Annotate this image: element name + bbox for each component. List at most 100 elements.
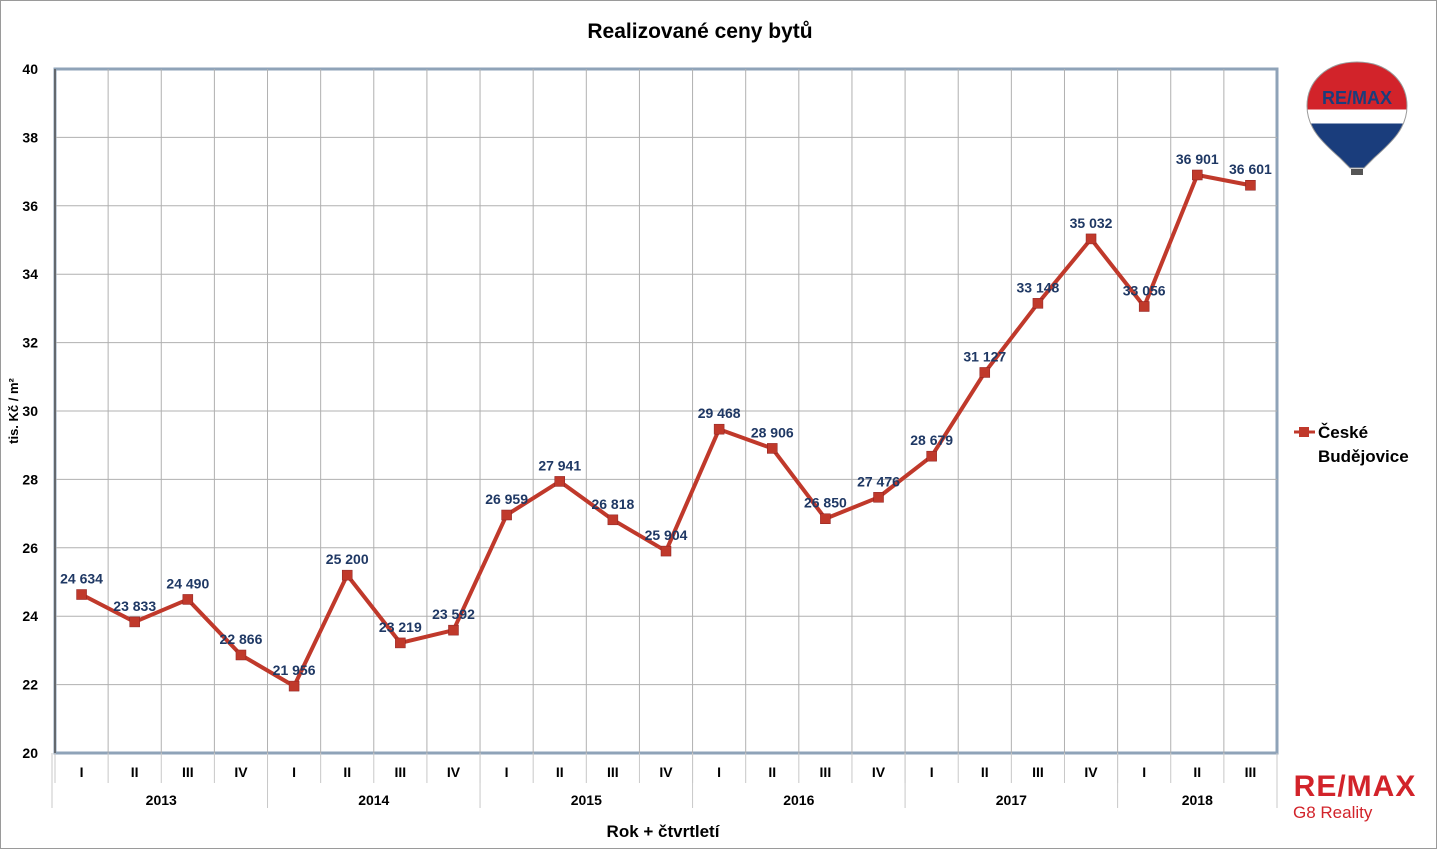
brand-subtext: G8 Reality [1293,803,1373,822]
data-point [1138,301,1150,312]
brand-logo-text: RE/MAX [1294,770,1417,803]
data-point [341,569,353,581]
x-tick-label-quarter: III [607,764,619,780]
chart-title: Realizované ceny bytů [587,20,812,43]
data-label: 26 959 [485,491,528,507]
data-point [1192,169,1203,181]
data-point [820,513,831,524]
series-group: 24 634 23 833 24 490 22 866 21 956 25 200 23 2… [60,151,1272,692]
x-tick-label-year: 2017 [996,792,1027,808]
x-tick-label-year: 2013 [146,792,177,808]
x-tick-label-year: 2016 [783,792,814,808]
x-tick-label-quarter: I [80,764,84,780]
data-point [607,514,619,526]
x-tick-label-quarter: IV [1084,764,1098,780]
data-point [129,616,140,628]
x-tick-label-year: 2014 [358,792,389,808]
data-point [926,450,937,462]
x-tick-label-quarter: IV [447,764,461,780]
x-axis-title: Rok + čtvrtletí [607,822,721,841]
data-point [448,624,459,636]
data-point [767,443,778,454]
legend-marker [1299,427,1309,437]
y-tick-label: 34 [22,266,38,282]
legend-label-line1: České [1318,423,1368,442]
data-point [1245,179,1256,191]
x-tick-label-quarter: III [1032,764,1044,780]
data-label: 36 601 [1229,161,1272,177]
x-tick-label-quarter: IV [234,764,248,780]
x-tick-label-quarter: II [768,764,776,780]
data-label: 28 906 [751,424,794,440]
data-label: 23 833 [113,598,156,614]
data-label: 24 634 [60,571,103,587]
data-point [235,649,247,661]
data-label: 36 901 [1176,151,1219,167]
data-label: 27 476 [857,473,900,489]
x-tick-label-quarter: IV [872,764,886,780]
data-label: 23 219 [379,619,422,635]
data-point [979,367,991,378]
x-tick-label-quarter: IV [659,764,673,780]
data-label: 35 032 [1070,215,1113,231]
x-tick-label-quarter: III [1245,764,1257,780]
y-tick-label: 40 [22,61,38,77]
x-tick-label-quarter: I [505,764,509,780]
data-label: 27 941 [538,457,581,473]
x-tick-label-year: 2015 [571,792,602,808]
data-point [713,423,725,435]
y-tick-label: 38 [22,129,38,145]
x-tick-label-quarter: II [343,764,351,780]
balloon-icon [1306,61,1408,169]
y-tick-label: 30 [22,403,38,419]
x-tick-label-quarter: III [182,764,194,780]
x-tick-label-quarter: III [395,764,407,780]
data-label: 23 592 [432,606,475,622]
data-point [1085,233,1097,245]
legend: České Budějovice [1294,423,1409,466]
y-tick-label: 26 [22,540,38,556]
data-label: 25 200 [326,551,369,567]
x-tick-label-quarter: II [131,764,139,780]
x-tick-label-quarter: I [930,764,934,780]
balloon-text: RE/MAX [1322,88,1392,108]
y-axis: 20 22 24 26 28 30 32 34 36 38 40 [22,61,56,761]
data-point [873,492,884,503]
data-point [76,589,87,600]
remax-balloon-logo: RE/MAX [1306,61,1408,175]
data-label: 26 850 [804,495,847,511]
y-tick-label: 24 [22,608,38,624]
data-label: 28 679 [910,432,953,448]
data-point [501,509,512,521]
data-label: 22 866 [220,631,263,647]
y-tick-label: 32 [22,335,38,351]
x-tick-label-quarter: II [981,764,989,780]
data-point [395,637,406,649]
data-label: 25 904 [645,527,688,543]
data-point [660,545,672,557]
data-label: 24 490 [166,575,209,591]
x-tick-label-quarter: I [1142,764,1146,780]
y-tick-label: 28 [22,471,38,487]
data-label: 33 056 [1123,282,1166,298]
data-label: 31 127 [963,348,1006,364]
y-tick-label: 22 [22,677,38,693]
data-point [554,476,565,487]
data-label: 21 956 [273,662,316,678]
x-tick-label-quarter: II [1193,764,1201,780]
legend-label-line2: Budějovice [1318,447,1409,466]
y-axis-title: tis. Kč / m² [6,377,21,443]
series-line [80,172,1251,689]
balloon-basket-icon [1351,169,1363,175]
x-tick-label-quarter: I [292,764,296,780]
x-tick-label-quarter: I [717,764,721,780]
y-tick-label: 20 [22,745,38,761]
x-tick-label-year: 2018 [1182,792,1213,808]
data-point [1032,298,1044,309]
x-tick-label-quarter: II [556,764,564,780]
remax-g8-logo: RE/MAX G8 Reality [1293,770,1417,822]
x-axis: I II III IV I II III IV I II III IV I II III IV I II III IV… [51,753,1278,808]
data-label: 29 468 [698,405,741,421]
data-label: 33 148 [1016,279,1059,295]
